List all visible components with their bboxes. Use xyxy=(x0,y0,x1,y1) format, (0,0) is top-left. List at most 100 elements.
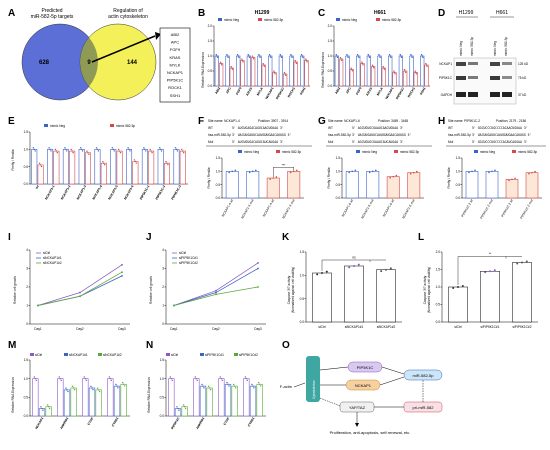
chart-B-point xyxy=(248,55,250,57)
chart-C-y-tick-label: 2.0 xyxy=(328,24,333,28)
chart-B-point xyxy=(270,56,272,59)
node-mir582 xyxy=(403,369,443,381)
chart-B-point xyxy=(258,55,261,57)
chart-E-bar xyxy=(47,149,54,185)
edge-pip-cyto xyxy=(319,366,349,371)
panel-B-legend-neg: mimic Neg xyxy=(224,18,239,22)
chart-C-point xyxy=(361,62,364,65)
chart-J-y-tick-label: 0 xyxy=(162,322,164,326)
panel-letter-K: K xyxy=(282,232,290,243)
panel-B-title: H1299 xyxy=(255,10,270,16)
panel-G-row-wt-seq: 5' AGCUGUGCUAAUCAACUGUAA 3' xyxy=(352,126,404,130)
chart-E-point xyxy=(88,153,90,156)
chart-E-point xyxy=(118,150,121,152)
chart-E-bar xyxy=(132,161,139,185)
chart-H-y-tick-label: 1.5 xyxy=(456,156,461,160)
chart-C-point xyxy=(379,56,381,59)
band-nckap1-1 xyxy=(456,62,466,66)
chart-E-bar xyxy=(69,150,76,185)
chart-E-point xyxy=(80,148,83,151)
chart-C-point xyxy=(425,62,427,65)
chart-N-point xyxy=(245,377,247,380)
chart-C-x-tick-label: SSH1 xyxy=(419,86,427,95)
chart-B-point xyxy=(263,65,266,68)
chart-C-bar xyxy=(339,58,344,87)
node-nckap1-label: NCKAP1 xyxy=(355,383,372,388)
panel-F-position: Position: 3907 - 3914 xyxy=(258,119,288,123)
panel-K-ylabel-2: (Normalized against cell viability) xyxy=(291,267,295,313)
chart-B-point xyxy=(216,56,219,59)
chart-M-point xyxy=(59,377,61,380)
chart-E-point xyxy=(182,150,184,152)
panel-letter-D: D xyxy=(438,8,445,19)
chart-M-point xyxy=(97,389,100,391)
chart-F-bar xyxy=(287,171,301,199)
panel-N-ylabel: Relative RNA Expression xyxy=(147,377,151,413)
chart-B-point xyxy=(248,56,251,59)
chart-F-point xyxy=(251,170,254,173)
chart-H-point xyxy=(508,179,510,182)
chart-B-bar xyxy=(268,55,273,87)
chart-B-point xyxy=(231,68,234,71)
chart-C-bar xyxy=(392,72,397,87)
chart-L-y-tick-label: 2.0 xyxy=(436,250,441,254)
chart-E-bar xyxy=(141,149,148,185)
chart-I-x-tick-label: Day1 xyxy=(34,327,42,331)
chart-K-point xyxy=(316,273,319,276)
chart-N-point xyxy=(246,379,248,382)
chart-E-y-tick-label: 1.0 xyxy=(24,148,29,152)
chart-C-point xyxy=(378,55,381,57)
chart-N-bar xyxy=(199,385,207,417)
chart-E-x-tick-label: NCKAP1-1 xyxy=(44,184,56,200)
chart-B-point xyxy=(220,62,222,65)
chart-E-point xyxy=(40,165,43,168)
chart-F-y-tick-label: 1.5 xyxy=(216,156,221,160)
panel-G-row-wt-label: WT xyxy=(328,126,333,130)
chart-E-point xyxy=(49,148,51,151)
chart-J-x-tick-label: Day1 xyxy=(170,327,178,331)
venn-left-title-2: miR-582-5p targets xyxy=(31,14,74,20)
panel-letter-M: M xyxy=(8,340,16,351)
panel-F-row-mut-label: Mut xyxy=(208,140,213,144)
chart-B-point xyxy=(284,73,286,75)
chart-N-point xyxy=(178,409,180,411)
chart-B-x-tick-label: PIP5K1C xyxy=(275,86,285,100)
chart-H-point xyxy=(491,170,493,173)
chart-I-series-point xyxy=(121,271,123,274)
chart-C-point xyxy=(414,70,416,72)
chart-N-legend-label: siPIP5K1C#1 xyxy=(205,353,224,357)
panel-E-chart: mimic Neg mimic 582-5p Firefly / Renilla… xyxy=(11,124,188,200)
chart-N-point xyxy=(257,381,260,384)
chart-M-point xyxy=(115,383,117,386)
chart-E-point xyxy=(95,147,98,149)
chart-K-point xyxy=(348,266,351,269)
node-mir582-label: miR-582-5p xyxy=(413,373,435,378)
chart-E-point xyxy=(32,147,34,149)
chart-K-x-tick-label: siNCKAP1#1 xyxy=(345,325,364,329)
chart-B-point xyxy=(285,74,287,77)
chart-E-point xyxy=(144,148,146,151)
chart-M-point xyxy=(42,409,44,411)
chart-C-point xyxy=(425,64,428,66)
chart-C-x-tick-label: ABI2 xyxy=(334,86,341,94)
chart-M-point xyxy=(46,404,49,406)
chart-E-point xyxy=(174,147,177,149)
chart-F-point xyxy=(231,170,234,173)
chart-E-point xyxy=(86,150,88,152)
chart-E-point xyxy=(97,150,100,152)
chart-C-point xyxy=(339,56,342,59)
chart-C-point xyxy=(399,53,401,56)
chart-C-bar xyxy=(356,55,361,87)
chart-E-point xyxy=(50,150,52,152)
chart-E-bar xyxy=(116,150,123,185)
chart-B-point xyxy=(242,61,244,63)
chart-L-sig-bracket xyxy=(457,256,522,285)
chart-K-x-tick-label: siCtrl xyxy=(318,325,326,329)
chart-B-point xyxy=(237,55,239,57)
chart-E-bar xyxy=(110,149,117,185)
chart-L-bar xyxy=(480,271,500,323)
chart-L-point xyxy=(489,270,491,273)
panel-H-row-mir-seq: 3' UACUUGAUUCAUUGUUGAACAUUGG 5' xyxy=(472,133,532,137)
chart-H-y-tick-label: 0.0 xyxy=(456,196,461,200)
panel-C-legend-neg-swatch xyxy=(336,18,340,21)
